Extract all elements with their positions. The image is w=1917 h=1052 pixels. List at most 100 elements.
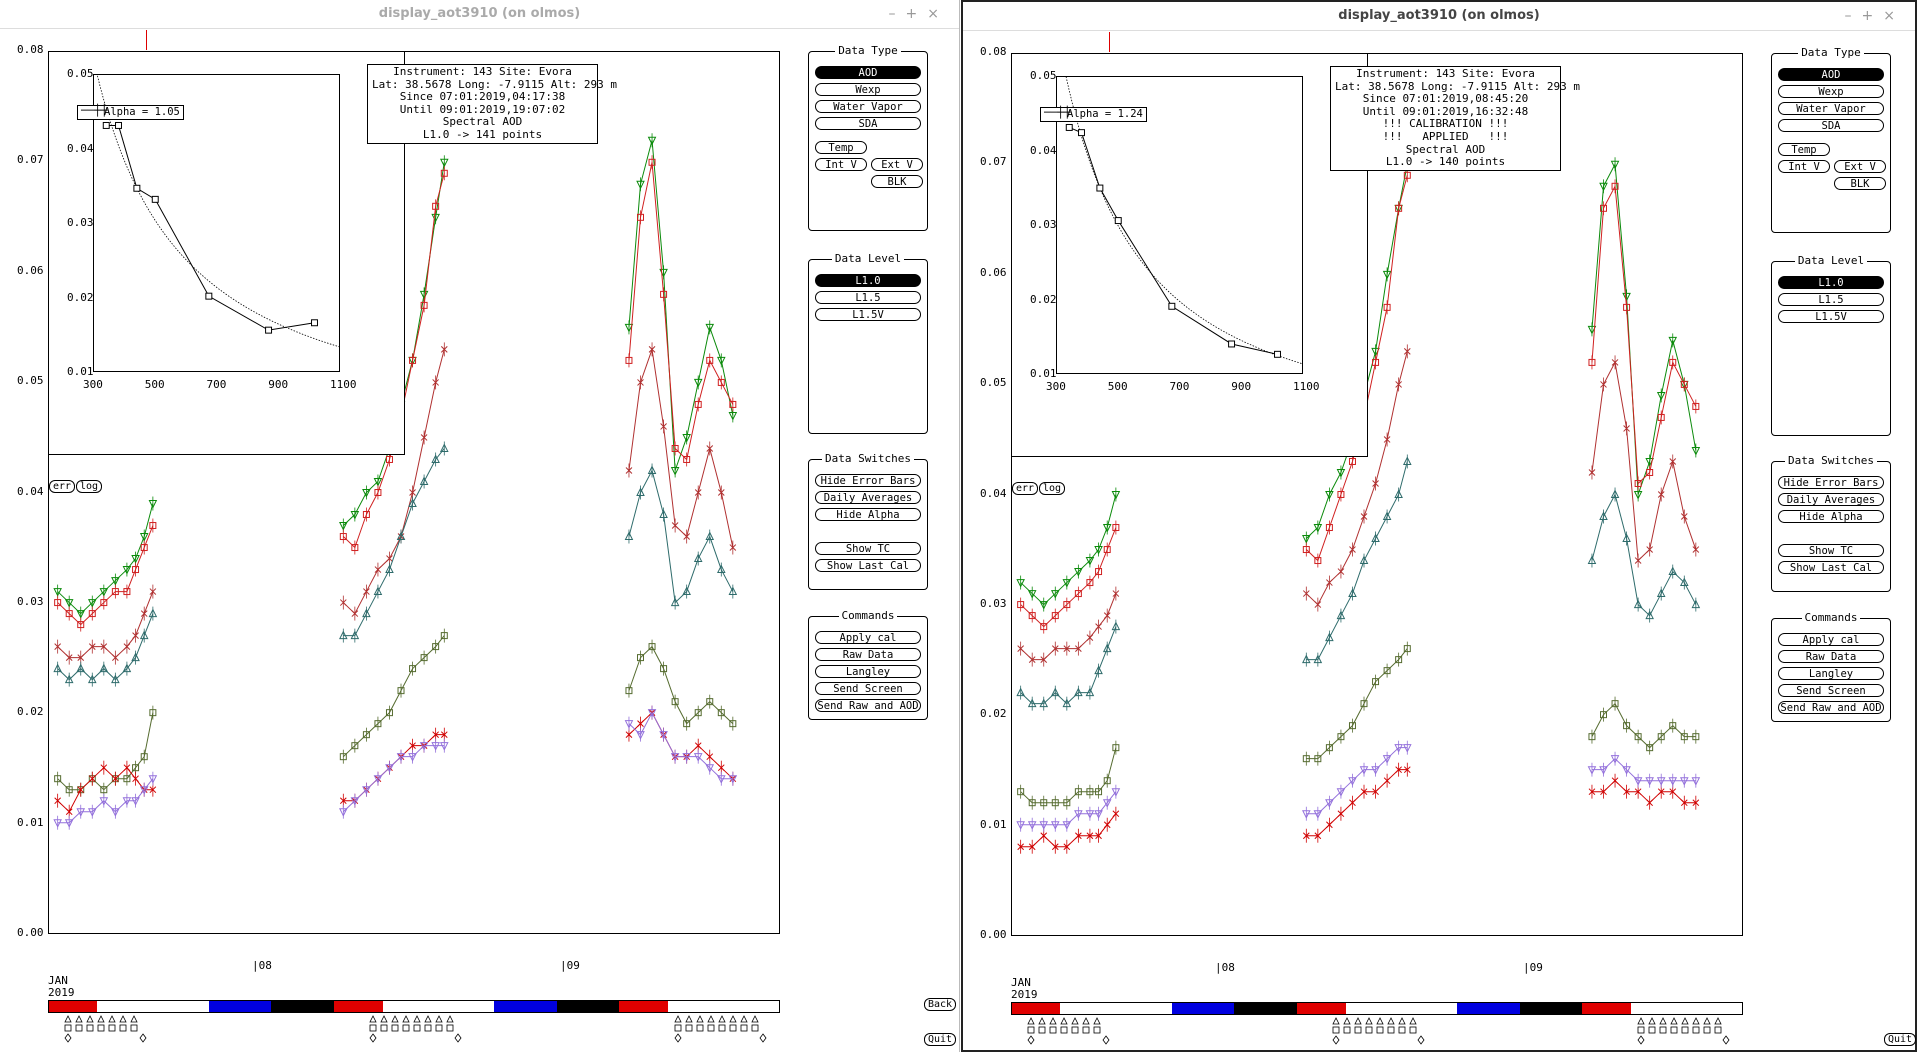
data-point-s340	[362, 485, 371, 500]
aod-button[interactable]: AOD	[815, 66, 921, 79]
data-point-s340	[87, 595, 97, 610]
aod-button[interactable]: AOD	[1778, 68, 1884, 81]
data-point-s870	[1692, 795, 1700, 810]
langley-button[interactable]: Langley	[815, 665, 921, 678]
data-point-s870	[432, 727, 439, 742]
data-point-s870	[729, 771, 737, 786]
data-point-s870	[1086, 828, 1094, 843]
data-point-purple	[1668, 773, 1678, 788]
panel-commands: Commands Apply cal Raw Data Langley Send Sc…	[1771, 611, 1891, 722]
data-point-purple	[385, 760, 394, 775]
log-toggle-button[interactable]: log	[76, 480, 103, 493]
data-point-s675	[1325, 740, 1333, 755]
water-vapor-button[interactable]: Water Vapor	[815, 100, 921, 113]
window-titlebar[interactable]: display_aot3910 (on olmos) –+×	[0, 0, 959, 29]
minimize-button[interactable]: –	[1844, 8, 1862, 24]
ext-v-button[interactable]: Ext V	[1834, 160, 1886, 173]
day-color-bar[interactable]	[48, 1000, 780, 1013]
panel-commands: Commands Apply cal Raw Data Langley Send Sc…	[808, 609, 928, 720]
main-plot-area[interactable]: 0.05 0.04 0.03 0.02 0.01 300 500 700 900 1100 ──…	[48, 51, 780, 934]
data-point-s870	[351, 793, 359, 808]
send-screen-button[interactable]: Send Screen	[815, 682, 921, 695]
temp-button[interactable]: Temp	[1778, 143, 1830, 156]
show-last-cal-button[interactable]: Show Last Cal	[815, 559, 921, 572]
send-raw-and-aod-button[interactable]: Send Raw and AOD	[815, 699, 921, 712]
wexp-button[interactable]: Wexp	[815, 83, 921, 96]
level-l1-5-button[interactable]: L1.5	[1778, 293, 1884, 306]
series-line-purple	[1020, 791, 1117, 826]
send-screen-button[interactable]: Send Screen	[1778, 684, 1884, 697]
level-l1-5v-button[interactable]: L1.5V	[815, 308, 921, 321]
marker-diamond	[1027, 1035, 1035, 1045]
daily-averages-button[interactable]: Daily Averages	[1778, 493, 1884, 506]
blk-button[interactable]: BLK	[871, 175, 923, 188]
daily-averages-button[interactable]: Daily Averages	[815, 491, 921, 504]
data-point-purple	[1679, 773, 1689, 788]
data-point-s870	[1028, 839, 1036, 854]
data-point-purple	[1656, 773, 1666, 788]
raw-data-button[interactable]: Raw Data	[1778, 650, 1884, 663]
raw-data-button[interactable]: Raw Data	[815, 648, 921, 661]
marker-square	[1648, 1026, 1656, 1034]
marker-square	[1343, 1026, 1351, 1034]
apply-cal-button[interactable]: Apply cal	[815, 631, 921, 644]
data-point-s340	[647, 133, 657, 148]
y-tick-label: 0.04	[17, 484, 44, 498]
window-titlebar[interactable]: display_aot3910 (on olmos) –+×	[963, 2, 1915, 31]
marker-square	[380, 1024, 388, 1032]
hide-alpha-button[interactable]: Hide Alpha	[815, 508, 921, 521]
level-l1-5-button[interactable]: L1.5	[815, 291, 921, 304]
hide-error-bars-button[interactable]: Hide Error Bars	[815, 474, 921, 487]
int-v-button[interactable]: Int V	[815, 158, 867, 171]
marker-triangle	[64, 1015, 72, 1023]
series-line-purple	[1591, 757, 1696, 782]
series-line-s675	[1020, 747, 1117, 804]
send-raw-and-aod-button[interactable]: Send Raw and AOD	[1778, 701, 1884, 714]
sda-button[interactable]: SDA	[815, 117, 921, 130]
err-toggle-button[interactable]: err	[49, 480, 76, 493]
maximize-button[interactable]: +	[905, 6, 928, 22]
wexp-button[interactable]: Wexp	[1778, 85, 1884, 98]
show-tc-button[interactable]: Show TC	[1778, 544, 1884, 557]
data-point-s675	[1112, 740, 1120, 755]
temp-button[interactable]: Temp	[815, 141, 867, 154]
err-toggle-button[interactable]: err	[1012, 482, 1039, 495]
data-point-s380	[1337, 487, 1345, 502]
data-point-s380	[660, 287, 668, 302]
blk-button[interactable]: BLK	[1834, 177, 1886, 190]
data-point-s500	[1679, 575, 1689, 590]
close-button[interactable]: ×	[1883, 8, 1905, 24]
data-point-s440	[683, 529, 691, 544]
info-line: Lat: 38.5678 Long: -7.9115 Alt: 293 m	[1335, 79, 1581, 93]
minimize-button[interactable]: –	[888, 6, 906, 22]
water-vapor-button[interactable]: Water Vapor	[1778, 102, 1884, 115]
langley-button[interactable]: Langley	[1778, 667, 1884, 680]
level-l1-0-button[interactable]: L1.0	[815, 274, 921, 287]
alpha-legend: ──┼┼ Alpha = 1.24	[1040, 107, 1147, 122]
hide-alpha-button[interactable]: Hide Alpha	[1778, 510, 1884, 523]
apply-cal-button[interactable]: Apply cal	[1778, 633, 1884, 646]
hide-error-bars-button[interactable]: Hide Error Bars	[1778, 476, 1884, 489]
alpha-measured-line	[106, 124, 315, 331]
data-point-s500	[1668, 564, 1678, 579]
ext-v-button[interactable]: Ext V	[871, 158, 923, 171]
data-point-s675	[1063, 795, 1071, 810]
quit-button-left[interactable]: Quit	[924, 1033, 957, 1046]
back-button[interactable]: Back	[924, 998, 957, 1011]
level-l1-5v-button[interactable]: L1.5V	[1778, 310, 1884, 323]
close-button[interactable]: ×	[927, 6, 949, 22]
marker-square	[424, 1024, 432, 1032]
day-color-bar[interactable]	[1011, 1002, 1743, 1015]
sda-button[interactable]: SDA	[1778, 119, 1884, 132]
maximize-button[interactable]: +	[1861, 8, 1884, 24]
level-l1-0-button[interactable]: L1.0	[1778, 276, 1884, 289]
show-tc-button[interactable]: Show TC	[815, 542, 921, 555]
log-toggle-button[interactable]: log	[1039, 482, 1066, 495]
marker-triangle	[424, 1015, 432, 1023]
show-last-cal-button[interactable]: Show Last Cal	[1778, 561, 1884, 574]
data-point-s675	[1372, 674, 1380, 689]
main-plot-area[interactable]: 0.05 0.04 0.03 0.02 0.01 300 500 700 900 1100 ──…	[1011, 53, 1743, 936]
quit-button-right[interactable]: Quit	[1884, 1033, 1917, 1046]
data-point-s440	[1103, 608, 1111, 623]
int-v-button[interactable]: Int V	[1778, 160, 1830, 173]
